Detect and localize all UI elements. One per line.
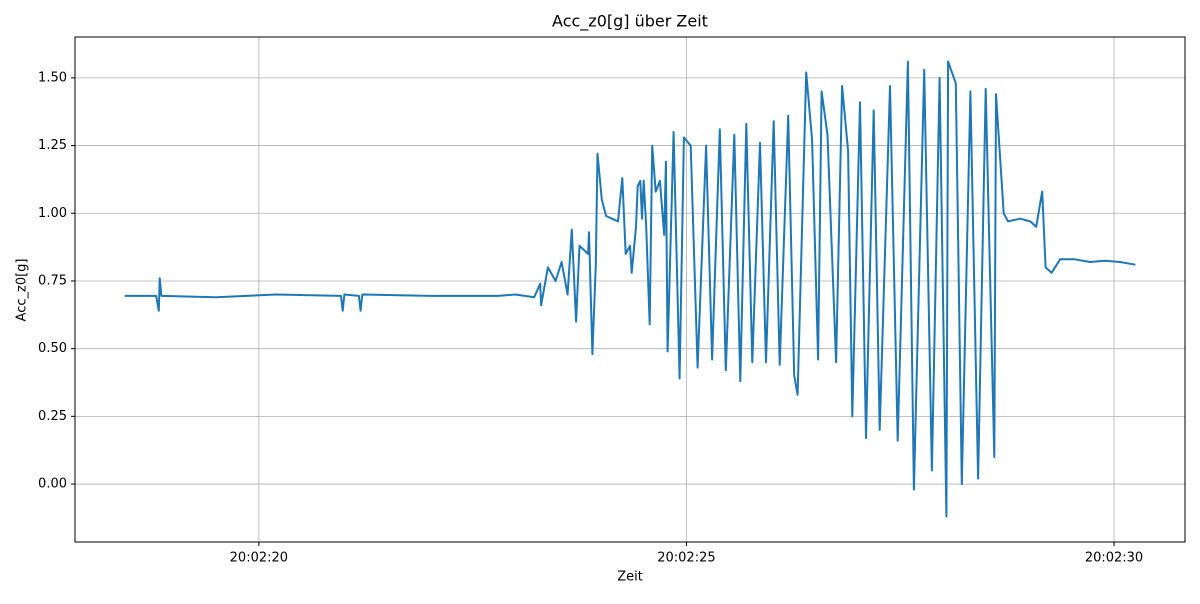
y-tick-label: 0.75 [38, 273, 67, 288]
y-tick-label: 0.50 [38, 341, 67, 356]
y-tick-label: 1.00 [38, 206, 67, 221]
x-tick-label: 20:02:25 [657, 551, 715, 566]
plot-frame [74, 36, 1186, 543]
y-tick-label: 0.25 [38, 409, 67, 424]
y-axis-label: Acc_z0[g] [15, 259, 30, 322]
y-tick-label: 1.50 [38, 70, 67, 85]
data-line [124, 60, 1136, 518]
y-tick-label: 1.25 [38, 138, 67, 153]
x-tick-label: 20:02:20 [230, 551, 288, 566]
x-axis-label: Zeit [617, 570, 643, 585]
chart-title: Acc_z0[g] über Zeit [552, 12, 708, 32]
x-tick-label: 20:02:30 [1085, 551, 1143, 566]
y-tick-label: 0.00 [38, 477, 67, 492]
